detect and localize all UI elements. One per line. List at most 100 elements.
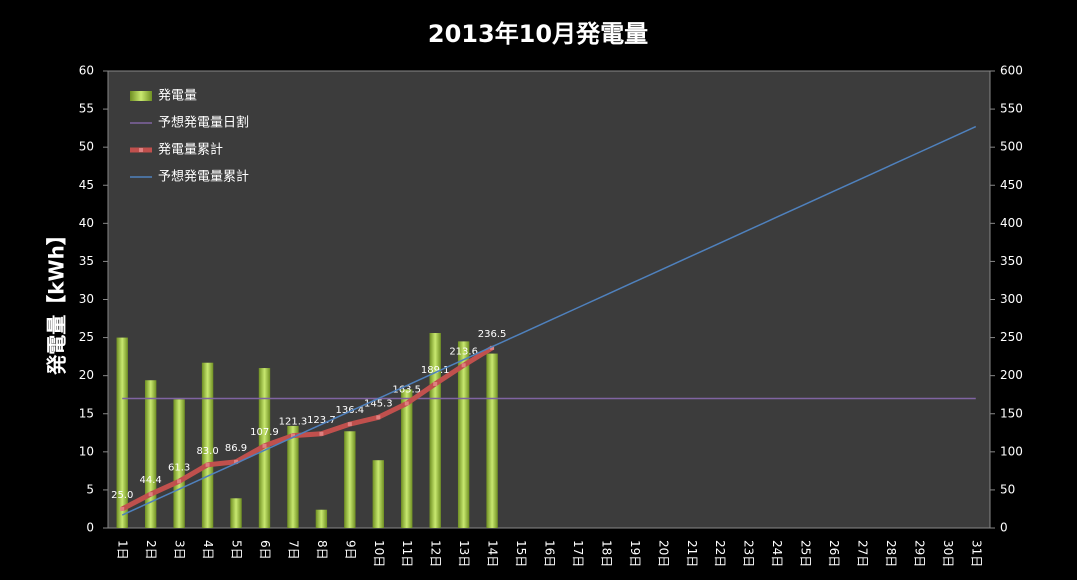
x-tick-label: 13日 [457,540,471,567]
y-tick-label: 5 [86,482,94,496]
y-tick-label: 25 [79,330,94,344]
marker [262,443,267,448]
x-tick-label: 23日 [742,540,756,567]
x-tick-label: 21日 [685,540,699,567]
x-tick-label: 17日 [571,540,585,567]
bar [486,353,498,528]
x-tick-label: 12日 [429,540,443,567]
bar [144,380,157,528]
data-label: 121.3 [279,417,308,428]
data-label: 236.5 [478,329,507,340]
data-label: 136.4 [336,405,365,416]
marker [404,401,409,406]
y-tick-label: 30 [79,292,94,306]
x-tick-label: 22日 [713,540,727,567]
y-tick-label: 35 [79,254,94,268]
x-tick-label: 24日 [770,540,784,567]
y2-tick-label: 500 [1000,140,1023,154]
marker [347,422,352,427]
bar [457,341,470,528]
data-label: 86.9 [225,443,247,454]
y-tick-label: 10 [79,444,94,458]
marker [148,492,153,497]
data-label: 189.1 [421,365,450,376]
bar [315,509,328,528]
y2-tick-label: 100 [1000,444,1023,458]
legend-label: 発電量累計 [158,142,223,158]
marker [177,479,182,484]
y-tick-label: 20 [79,368,94,382]
data-label: 61.3 [168,462,190,473]
y2-tick-label: 350 [1000,254,1023,268]
marker [120,506,125,511]
y2-tick-label: 50 [1000,482,1015,496]
data-label: 44.4 [140,475,162,486]
x-tick-label: 2日 [144,540,158,560]
x-tick-label: 15日 [514,540,528,567]
marker [461,363,466,368]
chart-title: 2013年10月発電量 [428,20,648,48]
data-label: 83.0 [196,446,218,457]
y-tick-label: 15 [79,406,94,420]
marker [205,462,210,467]
x-tick-label: 29日 [912,540,926,567]
y-tick-label: 55 [79,102,94,116]
x-tick-label: 1日 [116,540,130,560]
legend-label: 予想発電量日割 [158,115,249,131]
y2-tick-label: 200 [1000,368,1023,382]
data-label: 123.7 [307,415,336,426]
x-tick-label: 20日 [656,540,670,567]
y-axis-title: 発電量【kWh】 [45,225,69,376]
legend-swatch [130,91,152,101]
x-tick-label: 31日 [969,540,983,567]
marker [234,459,239,464]
legend-marker [139,148,143,152]
bar [173,399,185,528]
bar [372,460,384,528]
data-label: 213.6 [449,346,478,357]
legend-label: 予想発電量累計 [158,169,249,185]
y2-tick-label: 150 [1000,406,1023,420]
bar [201,362,214,528]
bar [429,333,441,528]
y2-tick-label: 250 [1000,330,1023,344]
y-tick-label: 45 [79,178,94,192]
x-tick-label: 27日 [855,540,869,567]
data-label: 163.5 [392,384,421,395]
x-tick-label: 4日 [201,540,215,560]
y2-tick-label: 550 [1000,102,1023,116]
bar [344,431,356,528]
x-tick-label: 30日 [941,540,955,567]
line [121,125,977,516]
x-tick-label: 9日 [343,540,357,560]
bar [116,337,128,528]
x-tick-label: 11日 [400,540,414,567]
legend-label: 発電量 [158,89,197,104]
x-tick-label: 14日 [486,540,500,567]
x-tick-label: 26日 [827,540,841,567]
data-label: 25.0 [111,490,133,501]
x-tick-label: 5日 [230,540,244,560]
x-tick-label: 28日 [884,540,898,567]
bar [230,498,242,528]
x-tick-label: 3日 [173,540,187,560]
marker [290,433,295,438]
bar [401,389,413,528]
marker [319,431,324,436]
y2-tick-label: 0 [1000,521,1008,535]
line [121,345,494,512]
marker [490,345,495,350]
y-tick-label: 40 [79,216,94,230]
y2-tick-label: 600 [1000,64,1023,78]
x-tick-label: 19日 [628,540,642,567]
data-label: 145.3 [364,398,393,409]
marker [433,381,438,386]
x-tick-label: 16日 [543,540,557,567]
y-tick-label: 60 [79,64,94,78]
y2-tick-label: 300 [1000,292,1023,306]
x-tick-label: 6日 [258,540,272,560]
data-label: 107.9 [250,427,279,438]
y2-tick-label: 450 [1000,178,1023,192]
y-tick-label: 0 [86,521,94,535]
